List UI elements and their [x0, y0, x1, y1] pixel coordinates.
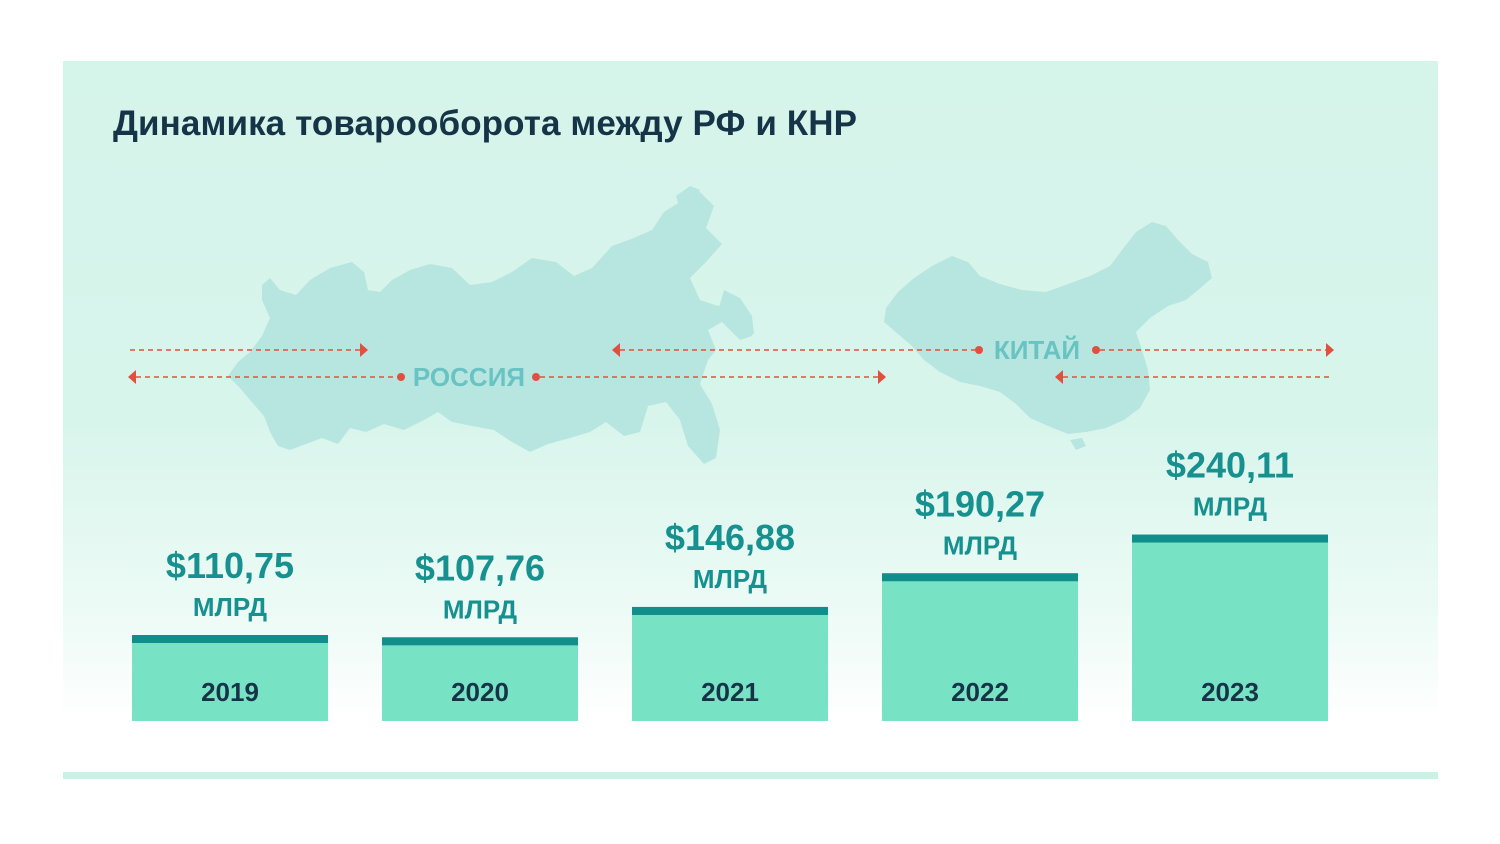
bar-cap [382, 637, 578, 646]
trade-arrows: РОССИЯ КИТАЙ [128, 335, 1334, 392]
arrowhead [360, 343, 368, 357]
bar-value-label: $240,11 [1166, 445, 1294, 486]
bar-cap [1132, 534, 1328, 543]
bar-cap [632, 606, 828, 615]
bar [1132, 534, 1328, 721]
russia-label: РОССИЯ [413, 362, 525, 392]
bar-year-label: 2023 [1201, 677, 1259, 707]
russia-map-northeast [676, 186, 700, 210]
bar-value-label: $110,75 [166, 545, 294, 586]
arrowhead [1326, 343, 1334, 357]
bar [632, 606, 828, 721]
bottom-divider [63, 772, 1438, 779]
china-label: КИТАЙ [994, 335, 1080, 365]
china-map [884, 222, 1212, 434]
bar-unit-label: МЛРД [443, 594, 518, 624]
arrowhead [612, 343, 620, 357]
bar-year-label: 2020 [451, 677, 509, 707]
bar-cap [882, 573, 1078, 582]
arrowhead [878, 370, 886, 384]
russia-map [228, 192, 752, 464]
bar-unit-label: МЛРД [193, 592, 268, 622]
arrow-dot [975, 346, 983, 354]
bar-value-label: $107,76 [415, 547, 545, 588]
bar [382, 637, 578, 721]
arrowhead [1055, 370, 1063, 384]
bar-value-label: $146,88 [665, 517, 795, 558]
arrow-dot [1092, 346, 1100, 354]
bar-unit-label: МЛРД [693, 564, 768, 594]
bar [882, 573, 1078, 721]
arrow-dot [397, 373, 405, 381]
bar-year-label: 2022 [951, 677, 1009, 707]
bar-cap [132, 635, 328, 643]
russia-map-kamchatka [720, 290, 754, 338]
background-maps [228, 186, 1212, 464]
bar [132, 635, 328, 721]
bar-year-label: 2019 [201, 677, 259, 707]
bar-unit-label: МЛРД [1193, 492, 1268, 522]
arrowhead [128, 370, 136, 384]
bar-unit-label: МЛРД [943, 530, 1018, 560]
china-map-hainan [1070, 438, 1086, 450]
bar-year-label: 2021 [701, 677, 759, 707]
bar-value-label: $190,27 [915, 483, 1045, 524]
bars-group: 2019 $110,75 МЛРД 2020 $107,76 МЛРД 2021 $146,8… [132, 445, 1328, 721]
chart-title: Динамика товарооборота между РФ и КНР [113, 104, 858, 143]
arrow-dot [532, 373, 540, 381]
